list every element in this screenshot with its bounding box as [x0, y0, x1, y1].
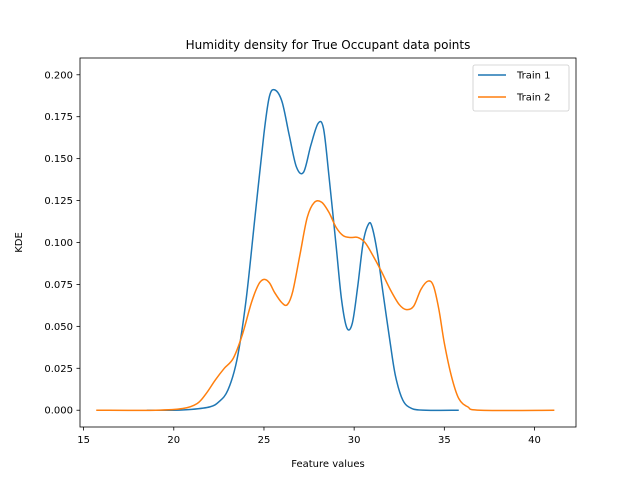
x-tick-label: 25 — [258, 435, 271, 446]
legend-label-2: Train 2 — [516, 93, 551, 104]
y-tick-label: 0.175 — [44, 112, 73, 123]
plot-frame — [79, 57, 577, 428]
x-axis-title: Feature values — [291, 459, 365, 470]
chart-title: Humidity density for True Occupant data … — [186, 38, 471, 52]
y-tick-label: 0.150 — [44, 154, 73, 165]
y-axis-ticks: 0.000 0.025 0.050 0.075 0.100 0.125 0.150 0.175… — [44, 70, 80, 417]
legend-box — [472, 64, 570, 112]
y-tick-label: 0.075 — [44, 280, 73, 291]
y-tick-label: 0.050 — [44, 322, 73, 333]
plot-lines — [96, 88, 555, 412]
y-tick-label: 0.000 — [44, 406, 73, 417]
legend: Train 1 Train 2 — [472, 64, 570, 112]
y-tick-label: 0.200 — [44, 70, 73, 81]
x-tick-label: 15 — [77, 435, 90, 446]
y-tick-label: 0.125 — [44, 196, 73, 207]
series-line-1 — [146, 88, 459, 412]
x-axis-ticks: 15 20 25 30 35 40 — [77, 427, 541, 446]
x-tick-label: 35 — [438, 435, 451, 446]
y-tick-label: 0.100 — [44, 238, 73, 249]
y-tick-label: 0.025 — [44, 364, 73, 375]
x-tick-label: 20 — [167, 435, 180, 446]
x-tick-label: 40 — [528, 435, 541, 446]
series-line-2 — [96, 199, 555, 412]
legend-label-1: Train 1 — [516, 71, 551, 82]
y-axis-title: KDE — [14, 232, 25, 253]
x-tick-label: 30 — [348, 435, 361, 446]
